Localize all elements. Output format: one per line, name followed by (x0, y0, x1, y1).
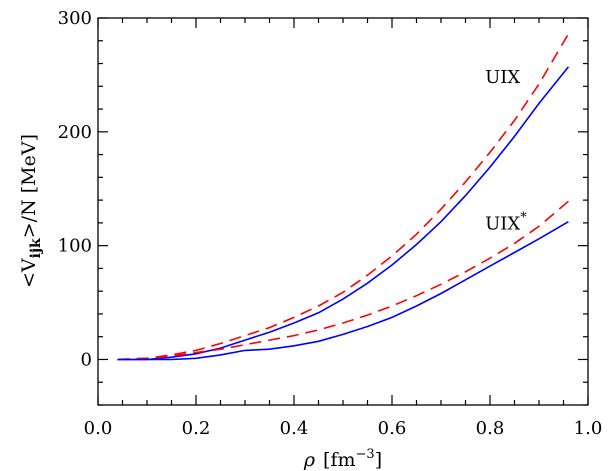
x-tick-label: 0.0 (84, 418, 113, 439)
series-line-3-solid (117, 221, 569, 361)
y-tick-label: 200 (58, 122, 92, 143)
x-tick-label: 0.4 (280, 418, 309, 439)
x-tick-label: 0.6 (378, 418, 407, 439)
x-tick-label: 1.0 (574, 418, 603, 439)
y-axis-label: <Vijk>/N [MeV] (18, 134, 44, 288)
y-ticks-group: 0 100 200 300 (58, 8, 588, 406)
series-line-1-solid (117, 66, 570, 361)
label-uix: UIX (485, 67, 520, 88)
x-tick-label: 0.2 (182, 418, 211, 439)
x-ticks-group: 0.0 0.2 0.4 0.6 0.8 1.0 (84, 18, 603, 439)
series-line-2-dashed (117, 200, 569, 361)
y-tick-label: 100 (58, 236, 92, 257)
curves-group (117, 33, 570, 361)
series-line-0-dashed (117, 33, 570, 361)
x-axis-label: ρ [fm−3] (303, 447, 382, 471)
x-tick-label: 0.8 (476, 418, 505, 439)
y-tick-label: 300 (58, 8, 92, 29)
plot-frame (97, 17, 589, 406)
y-tick-label: 0 (81, 349, 92, 370)
label-uix-star: UIX* (485, 211, 527, 235)
